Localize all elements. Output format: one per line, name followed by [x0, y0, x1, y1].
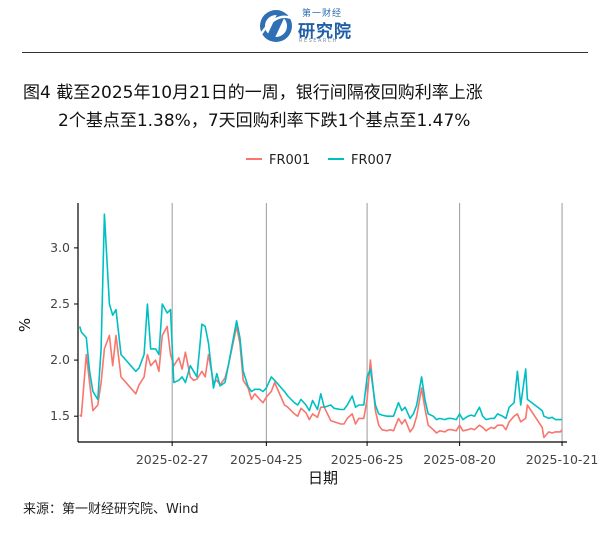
y-axis-ticks: 1.5 2.0 2.5 3.0: [50, 240, 78, 423]
y-tick-label: 2.0: [50, 352, 70, 367]
x-tick-label: 2025-06-25: [331, 452, 404, 467]
plot-series: [78, 213, 563, 439]
series-line-fr001: [79, 325, 563, 439]
x-tick-label: 2025-10-21: [526, 452, 599, 467]
figure-title-line-2: 2个基点至1.38%，7天回购利率下跌1个基点至1.47%: [58, 111, 471, 131]
figure-title-line-1: 图4 截至2025年10月21日的一周，银行间隔夜回购利率上涨: [23, 83, 483, 103]
y-tick-label: 3.0: [50, 240, 70, 255]
logo-top-text: 第一财经: [302, 9, 343, 19]
vertical-gridlines: [171, 203, 563, 442]
logo-emblem-icon: [259, 10, 292, 42]
x-tick-label: 2025-08-20: [423, 452, 496, 467]
x-tick-label: 2025-04-25: [230, 452, 303, 467]
x-axis-title: 日期: [308, 469, 338, 487]
y-axis-title: %: [16, 318, 34, 332]
y-tick-label: 1.5: [50, 408, 70, 423]
chart-legend: FR001 FR007: [246, 153, 392, 168]
series-line-fr007: [78, 213, 562, 421]
repo-rate-line-chart: FR001 FR007 1.52.02.53.0 2025-02-27 2025-…: [16, 153, 599, 487]
legend-label-fr001: FR001: [269, 153, 310, 168]
logo-sub-text: RESEARCH: [299, 38, 338, 44]
research-institute-logo: 第一财经 研究院 RESEARCH: [258, 4, 358, 48]
y-tick-label: 2.5: [50, 296, 70, 311]
header-divider: [22, 52, 588, 53]
x-tick-label: 2025-02-27: [136, 452, 209, 467]
legend-label-fr007: FR007: [351, 153, 392, 168]
source-note: 来源：第一财经研究院、Wind: [23, 502, 199, 517]
logo-main-text: 研究院: [298, 22, 352, 42]
x-axis-ticks: 2025-02-27 2025-04-25 2025-06-25 2025-08-20…: [136, 442, 599, 467]
